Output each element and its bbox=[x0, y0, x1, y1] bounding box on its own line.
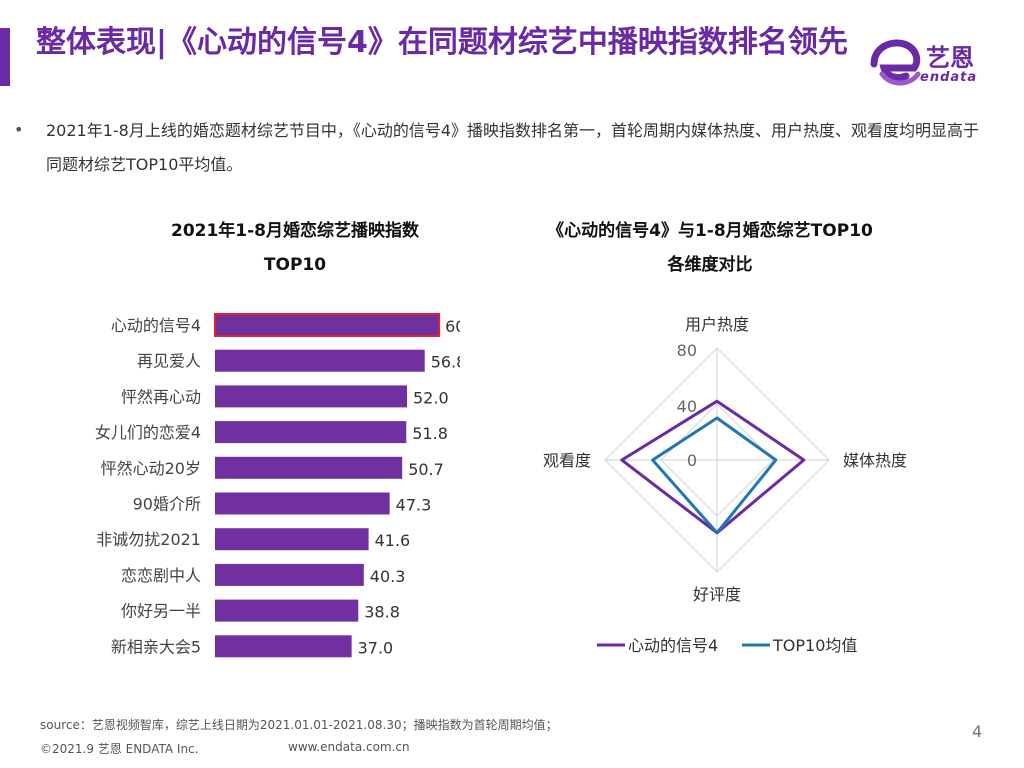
legend-label: 心动的信号4 bbox=[628, 636, 718, 655]
bar-category-label: 怦然再心动 bbox=[121, 387, 201, 406]
radar-axis-label: 用户热度 bbox=[685, 315, 749, 334]
bar-4[interactable] bbox=[215, 421, 407, 444]
bar-value-label: 47.3 bbox=[396, 496, 432, 515]
bar-6[interactable] bbox=[215, 492, 390, 515]
bar-2[interactable] bbox=[215, 349, 425, 372]
radar-tick-label: 80 bbox=[677, 341, 697, 360]
bar-category-label: 新相亲大会5 bbox=[111, 637, 201, 656]
summary-text: 2021年1-8月上线的婚恋题材综艺节目中，《心动的信号4》播映指数排名第一，首… bbox=[46, 121, 980, 174]
endata-logo-icon bbox=[870, 39, 921, 86]
bar-7[interactable] bbox=[215, 528, 369, 551]
page-number: 4 bbox=[972, 722, 983, 741]
bar-category-label: 恋恋剧中人 bbox=[121, 566, 201, 585]
radar-tick-label: 40 bbox=[677, 397, 697, 416]
bar-chart-title-line2: TOP10 bbox=[263, 255, 327, 275]
radar-chart-title: 《心动的信号4》与1-8月婚恋综艺TOP10 各维度对比 bbox=[500, 214, 920, 282]
bar-5[interactable] bbox=[215, 456, 403, 479]
page-title: 整体表现|《心动的信号4》在同题材综艺中播映指数排名领先 bbox=[36, 25, 848, 60]
radar-chart-title-line2: 各维度对比 bbox=[667, 255, 753, 275]
legend-label: TOP10均值 bbox=[772, 636, 857, 655]
bar-chart-title-line1: 2021年1-8月婚恋综艺播映指数 bbox=[170, 221, 420, 241]
radar-axis-label: 观看度 bbox=[543, 451, 591, 470]
radar-series-2[interactable] bbox=[651, 416, 778, 535]
bar-value-label: 50.7 bbox=[408, 460, 444, 479]
logo-text: 艺恩 bbox=[926, 44, 974, 72]
footer-url[interactable]: www.endata.com.cn bbox=[288, 740, 410, 754]
bar-category-label: 怦然心动20岁 bbox=[101, 459, 201, 478]
radar-chart-title-line1: 《心动的信号4》与1-8月婚恋综艺TOP10 bbox=[547, 221, 873, 241]
radar-tick-label: 0 bbox=[687, 451, 697, 470]
bar-chart: 心动的信号4 60.7 再见爱人 56.8 怦然再心动 52.0 女儿们的恋爱4 51.8 怦然… bbox=[95, 313, 460, 658]
bar-1[interactable] bbox=[214, 313, 441, 337]
bar-value-label: 37.0 bbox=[358, 638, 394, 657]
bar-category-label: 女儿们的恋爱4 bbox=[95, 423, 201, 442]
bar-8[interactable] bbox=[215, 563, 364, 586]
radar-axis-label: 好评度 bbox=[693, 585, 741, 604]
bar-3[interactable] bbox=[215, 385, 407, 408]
bar-category-label: 你好另一半 bbox=[121, 602, 201, 621]
logo-subtext: endata bbox=[920, 70, 978, 85]
endata-logo[interactable]: 艺恩 endata bbox=[868, 34, 998, 94]
bullet-dot: • bbox=[14, 120, 24, 139]
bar-value-label: 40.3 bbox=[370, 567, 406, 586]
bar-10[interactable] bbox=[215, 635, 352, 658]
footer-copyright: ©2021.9 艺恩 ENDATA Inc. bbox=[40, 742, 199, 756]
bar-category-label: 再见爱人 bbox=[137, 352, 201, 371]
bar-category-label: 非诚勿扰2021 bbox=[96, 530, 201, 549]
bar-value-label: 52.0 bbox=[413, 388, 449, 407]
bar-9[interactable] bbox=[215, 599, 359, 622]
bar-chart-title: 2021年1-8月婚恋综艺播映指数 TOP10 bbox=[140, 214, 450, 282]
bar-category-label: 90婚介所 bbox=[133, 495, 201, 514]
bar-value-label: 60.7 bbox=[445, 317, 460, 336]
footer-source: source：艺恩视频智库，综艺上线日期为2021.01.01-2021.08.… bbox=[40, 718, 558, 732]
bar-category-label: 心动的信号4 bbox=[111, 316, 201, 335]
bar-value-label: 38.8 bbox=[364, 603, 400, 622]
title-accent-bar bbox=[0, 28, 10, 86]
bar-value-label: 51.8 bbox=[412, 424, 448, 443]
bar-value-label: 56.8 bbox=[431, 353, 460, 372]
radar-axis-label: 媒体热度 bbox=[843, 451, 907, 470]
bar-value-label: 41.6 bbox=[375, 531, 411, 550]
